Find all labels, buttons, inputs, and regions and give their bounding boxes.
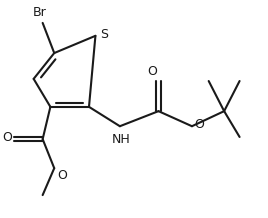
Text: O: O <box>2 131 12 144</box>
Text: Br: Br <box>33 6 47 19</box>
Text: O: O <box>147 65 157 78</box>
Text: S: S <box>100 28 108 41</box>
Text: O: O <box>195 118 204 131</box>
Text: NH: NH <box>112 133 131 146</box>
Text: O: O <box>57 169 67 182</box>
